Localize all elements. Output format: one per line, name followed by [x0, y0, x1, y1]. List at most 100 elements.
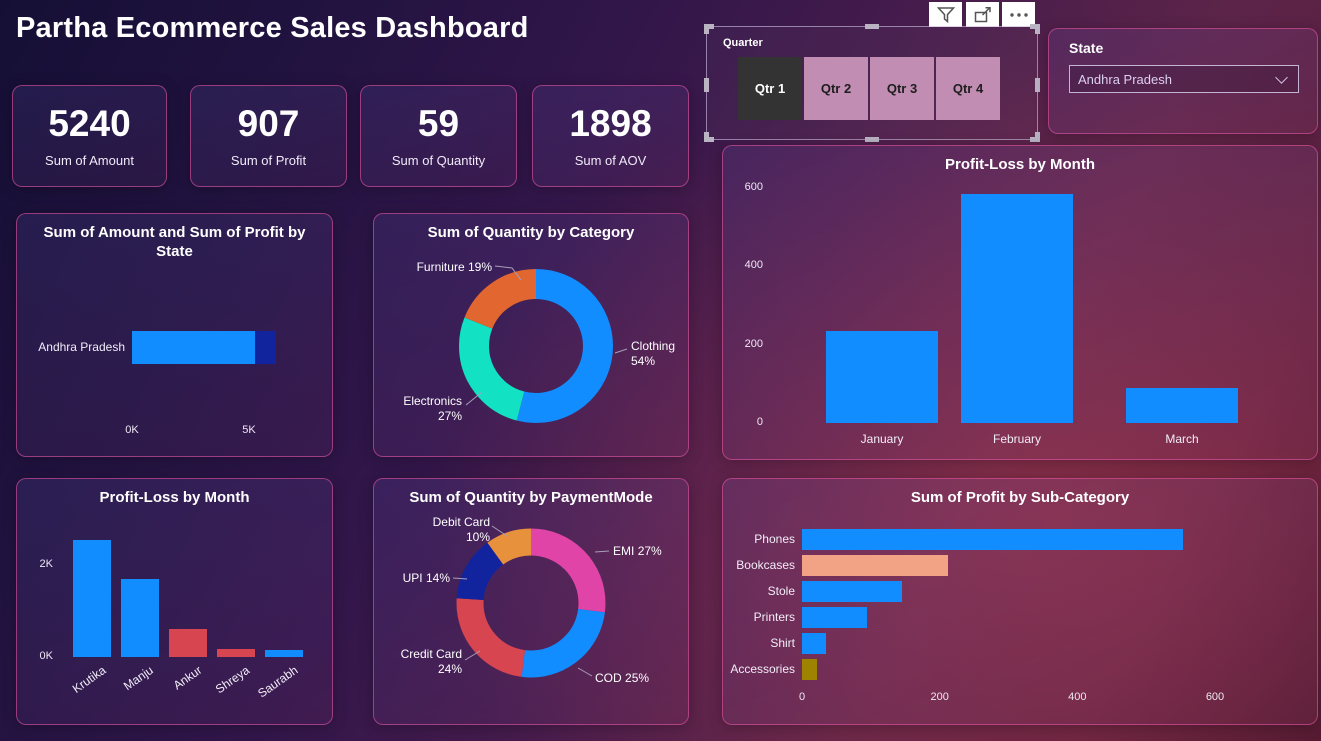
category-label-march: March [1165, 432, 1199, 446]
state-filter-card: State Andhra Pradesh [1048, 28, 1318, 134]
y-axis-tick: 400 [744, 259, 763, 272]
kpi-value: 907 [237, 103, 300, 144]
chart-title: Profit-Loss by Month [99, 489, 250, 506]
selection-handle[interactable] [1035, 132, 1040, 142]
kpi-label: Sum of AOV [574, 153, 647, 168]
bar-segment-sum-of-profit[interactable] [254, 331, 276, 364]
y-axis-tick: 0 [756, 416, 763, 428]
filter-icon[interactable] [929, 2, 962, 27]
selection-handle[interactable] [704, 24, 714, 29]
chart-profit-loss-by-month: Profit-Loss by Month 0 200 400 600 January Fe… [722, 145, 1318, 460]
donut-label-cod: COD 25% [595, 671, 650, 685]
kpi-value: 1898 [569, 103, 652, 144]
qtr-1-button[interactable]: Qtr 1 [738, 57, 802, 120]
selection-handle[interactable] [865, 24, 879, 29]
y-axis-tick: 0K [39, 650, 53, 662]
category-label-manju: Manju [121, 663, 157, 694]
state-dropdown[interactable]: Andhra Pradesh [1069, 65, 1299, 93]
state-dropdown-value: Andhra Pradesh [1078, 71, 1172, 87]
kpi-card-aov: 1898 Sum of AOV [532, 85, 689, 187]
donut-slice-credit-card[interactable] [456, 528, 606, 678]
x-axis-tick: 200 [930, 691, 949, 703]
category-label-shirt: Shirt [770, 636, 795, 650]
chart-title: Sum of Quantity by Category [427, 224, 635, 241]
quarter-buttons: Qtr 1 Qtr 2 Qtr 3 Qtr 4 [738, 57, 1000, 120]
kpi-card-quantity: 59 Sum of Quantity [360, 85, 517, 187]
bar-shirt[interactable] [802, 633, 827, 654]
focus-glyph [974, 6, 991, 22]
chart-title: Sum of Quantity by PaymentMode [409, 489, 653, 506]
x-axis-tick: 5K [242, 424, 256, 436]
donut-label-debit-card: Debit Card 10% [432, 515, 490, 544]
x-axis-tick: 400 [1068, 691, 1087, 703]
slicer-title: Quarter [723, 37, 763, 49]
chart-amount-profit-by-state: Sum of Amount and Sum of Profit by State… [16, 213, 333, 457]
selection-handle[interactable] [865, 137, 879, 142]
category-label-ankur: Ankur [170, 663, 205, 693]
category-label-printers: Printers [753, 610, 795, 624]
focus-mode-icon[interactable] [966, 2, 999, 27]
bar-accessories[interactable] [802, 659, 818, 680]
bar-january[interactable] [826, 330, 938, 423]
donut-label-clothing: Clothing 54% [631, 339, 676, 368]
kpi-value: 5240 [48, 103, 131, 144]
bar-saurabh[interactable] [265, 650, 303, 657]
chart-quantity-by-category: Sum of Quantity by Category Furniture 19… [373, 213, 689, 457]
quarter-slicer: Quarter Qtr 1 Qtr 2 Qtr 3 Qtr 4 [704, 24, 1040, 142]
selection-handle[interactable] [1035, 24, 1040, 34]
bar-segment-sum-of-amount[interactable] [132, 331, 255, 364]
selection-handle[interactable] [704, 137, 714, 142]
category-label-bookcases: Bookcases [736, 558, 795, 572]
bar-manju[interactable] [121, 578, 159, 657]
bar-february[interactable] [961, 193, 1073, 423]
chevron-down-icon [1275, 70, 1288, 84]
selection-handle[interactable] [704, 24, 709, 34]
donut-slice-cod[interactable] [456, 528, 606, 678]
category-label-accessories: Accessories [730, 662, 795, 676]
kpi-label: Sum of Profit [230, 153, 307, 168]
bar-phones[interactable] [802, 529, 1184, 550]
qtr-3-button[interactable]: Qtr 3 [870, 57, 934, 120]
state-filter-title: State [1069, 40, 1104, 56]
donut-slice-electronics[interactable] [459, 269, 613, 423]
donut-label-upi: UPI 14% [402, 571, 450, 585]
bar-krutika[interactable] [73, 539, 111, 657]
qtr-4-button[interactable]: Qtr 4 [936, 57, 1000, 120]
category-label-phones: Phones [754, 532, 795, 546]
category-donut [459, 269, 613, 423]
category-label-january: January [860, 432, 904, 446]
x-axis-tick: 600 [1205, 691, 1225, 703]
category-label-saurabh: Saurabh [254, 663, 301, 701]
donut-label-furniture: Furniture 19% [416, 260, 492, 274]
donut-slice-furniture[interactable] [459, 269, 613, 423]
selection-handle[interactable] [704, 132, 709, 142]
chart-profit-by-subcategory: Sum of Profit by Sub-Category Phones Book… [722, 478, 1318, 725]
bar-ankur[interactable] [169, 629, 207, 657]
qtr-2-button[interactable]: Qtr 2 [804, 57, 868, 120]
x-axis-tick: 0 [798, 691, 806, 703]
bar-march[interactable] [1126, 387, 1238, 423]
bar-printers[interactable] [802, 607, 868, 628]
more-options-icon[interactable] [1002, 2, 1035, 27]
selection-handle[interactable] [1035, 78, 1040, 92]
category-label-february: February [992, 432, 1042, 446]
bar-shreya[interactable] [217, 649, 255, 657]
ellipsis-glyph [1009, 12, 1028, 17]
funnel-glyph [936, 6, 955, 23]
selection-handle[interactable] [704, 78, 709, 92]
category-label-andhra-pradesh: Andhra Pradesh [38, 339, 125, 354]
chart-quantity-by-paymentmode: Sum of Quantity by PaymentMode Debit Car… [373, 478, 689, 725]
chart-profit-loss-by-person: Profit-Loss by Month 0K 2K Krutika Manju Ank… [16, 478, 333, 725]
bar-stole[interactable] [802, 581, 902, 602]
y-axis-tick: 600 [744, 181, 763, 193]
donut-slice-debit-card[interactable] [456, 528, 606, 678]
payment-donut [456, 528, 606, 678]
category-label-stole: Stole [767, 584, 795, 598]
x-axis-tick: 0K [125, 424, 139, 436]
donut-label-electronics: Electronics 27% [403, 394, 462, 423]
y-axis-tick: 200 [744, 337, 763, 350]
kpi-label: Sum of Quantity [391, 153, 486, 168]
bar-bookcases[interactable] [802, 555, 948, 576]
donut-label-emi: EMI 27% [613, 544, 662, 558]
